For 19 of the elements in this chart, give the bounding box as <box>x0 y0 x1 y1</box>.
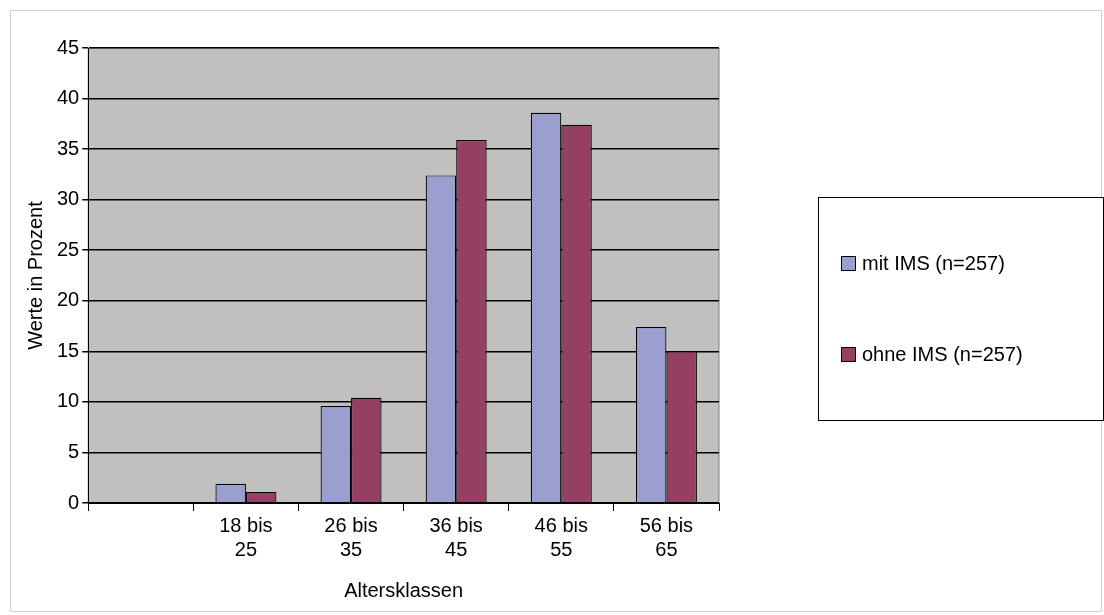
x-tick-label: 36 bis 45 <box>429 513 483 560</box>
x-tick-label: 46 bis 55 <box>534 513 588 560</box>
x-axis-title: Altersklassen <box>344 578 464 601</box>
y-tick-label: 5 <box>68 439 80 462</box>
y-tick-label: 40 <box>57 86 80 109</box>
y-tick-label: 15 <box>57 338 80 361</box>
y-tick-label: 25 <box>57 237 80 260</box>
legend-label: ohne IMS (n=257) <box>862 343 1023 366</box>
x-tick-label: 18 bis 25 <box>219 513 273 560</box>
y-tick-label: 0 <box>68 490 80 513</box>
y-tick-label: 35 <box>57 136 80 159</box>
legend-label: mit IMS (n=257) <box>862 252 1005 275</box>
x-tick-label: 56 bis 65 <box>639 513 694 560</box>
x-tick-label: 26 bis 35 <box>324 513 378 560</box>
y-tick-label: 10 <box>57 389 80 412</box>
y-axis-title: Werte in Prozent <box>23 200 46 350</box>
y-tick-label: 45 <box>57 35 80 58</box>
y-tick-label: 20 <box>57 288 80 311</box>
y-tick-label: 30 <box>57 187 80 210</box>
